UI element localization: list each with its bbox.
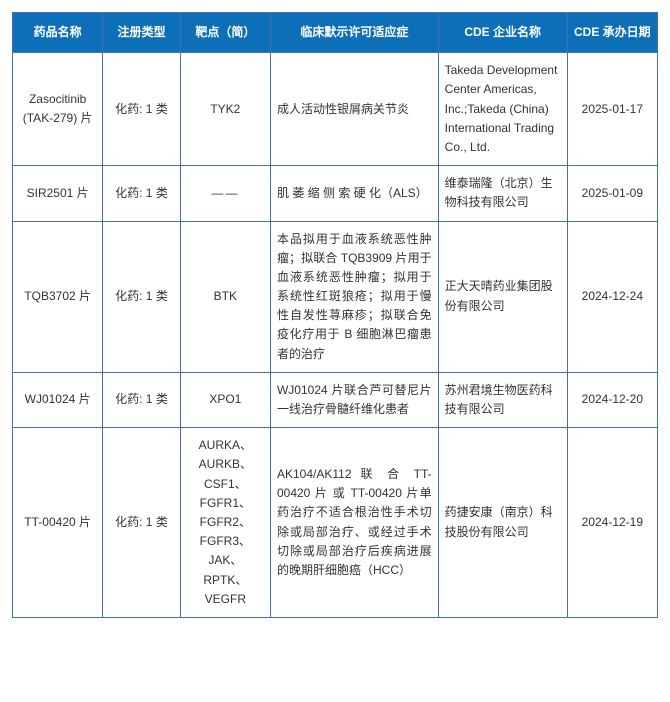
cell-date: 2024-12-24: [567, 221, 657, 372]
table-row: TT-00420 片 化药: 1 类 AURKA、AURKB、CSF1、FGFR…: [13, 428, 658, 618]
cell-target: AURKA、AURKB、CSF1、FGFR1、FGFR2、FGFR3、JAK、R…: [180, 428, 270, 618]
cell-company: Takeda Development Center Americas, Inc.…: [438, 53, 567, 166]
cell-date: 2025-01-17: [567, 53, 657, 166]
cell-name: Zasocitinib (TAK-279) 片: [13, 53, 103, 166]
cell-indication: 成人活动性银屑病关节炎: [270, 53, 438, 166]
cell-name: WJ01024 片: [13, 372, 103, 427]
table-header: 药品名称 注册类型 靶点（简） 临床默示许可适应症 CDE 企业名称 CDE 承…: [13, 13, 658, 53]
table-row: TQB3702 片 化药: 1 类 BTK 本品拟用于血液系统恶性肿瘤；拟联合 …: [13, 221, 658, 372]
cell-reg: 化药: 1 类: [103, 372, 180, 427]
cell-name: SIR2501 片: [13, 166, 103, 221]
table-row: SIR2501 片 化药: 1 类 —— 肌 萎 缩 侧 索 硬 化（ALS） …: [13, 166, 658, 221]
table-body: Zasocitinib (TAK-279) 片 化药: 1 类 TYK2 成人活…: [13, 53, 658, 618]
cell-name: TT-00420 片: [13, 428, 103, 618]
cell-target: XPO1: [180, 372, 270, 427]
col-header-target: 靶点（简）: [180, 13, 270, 53]
cell-name: TQB3702 片: [13, 221, 103, 372]
cell-indication: AK104/AK112 联 合 TT-00420 片 或 TT-00420 片单…: [270, 428, 438, 618]
header-row: 药品名称 注册类型 靶点（简） 临床默示许可适应症 CDE 企业名称 CDE 承…: [13, 13, 658, 53]
cell-company: 维泰瑞隆（北京）生物科技有限公司: [438, 166, 567, 221]
cell-reg: 化药: 1 类: [103, 166, 180, 221]
cell-date: 2025-01-09: [567, 166, 657, 221]
cell-indication: 本品拟用于血液系统恶性肿瘤；拟联合 TQB3909 片用于血液系统恶性肿瘤；拟用…: [270, 221, 438, 372]
cell-target: TYK2: [180, 53, 270, 166]
col-header-name: 药品名称: [13, 13, 103, 53]
table-row: WJ01024 片 化药: 1 类 XPO1 WJ01024 片联合芦可替尼片一…: [13, 372, 658, 427]
col-header-company: CDE 企业名称: [438, 13, 567, 53]
cell-company: 苏州君境生物医药科技有限公司: [438, 372, 567, 427]
cell-target: BTK: [180, 221, 270, 372]
cell-reg: 化药: 1 类: [103, 53, 180, 166]
cell-indication: WJ01024 片联合芦可替尼片一线治疗骨髓纤维化患者: [270, 372, 438, 427]
cell-date: 2024-12-19: [567, 428, 657, 618]
table-row: Zasocitinib (TAK-279) 片 化药: 1 类 TYK2 成人活…: [13, 53, 658, 166]
cell-reg: 化药: 1 类: [103, 428, 180, 618]
cell-company: 药捷安康（南京）科技股份有限公司: [438, 428, 567, 618]
cell-company: 正大天晴药业集团股份有限公司: [438, 221, 567, 372]
drug-table: 药品名称 注册类型 靶点（简） 临床默示许可适应症 CDE 企业名称 CDE 承…: [12, 12, 658, 618]
col-header-date: CDE 承办日期: [567, 13, 657, 53]
col-header-reg: 注册类型: [103, 13, 180, 53]
col-header-indication: 临床默示许可适应症: [270, 13, 438, 53]
cell-indication: 肌 萎 缩 侧 索 硬 化（ALS）: [270, 166, 438, 221]
cell-target: ——: [180, 166, 270, 221]
cell-reg: 化药: 1 类: [103, 221, 180, 372]
cell-date: 2024-12-20: [567, 372, 657, 427]
